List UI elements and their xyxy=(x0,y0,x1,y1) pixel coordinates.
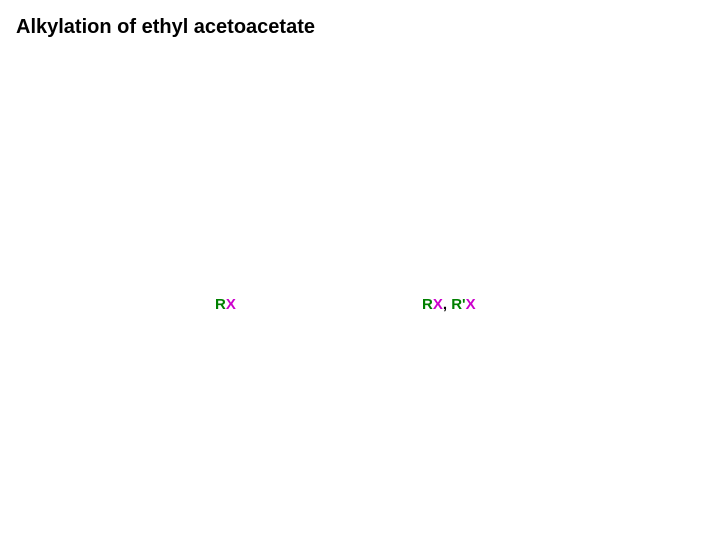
x-label-2a: X xyxy=(433,296,443,313)
rx-label-group-1: RX xyxy=(215,296,236,313)
r-label-2a: R xyxy=(422,296,433,313)
comma-separator: , xyxy=(443,296,451,313)
x-label-2b: X xyxy=(466,296,476,313)
x-label-1: X xyxy=(226,296,236,313)
r-label-1: R xyxy=(215,296,226,313)
slide-title: Alkylation of ethyl acetoacetate xyxy=(16,16,315,39)
rx-label-group-2: RX, R'X xyxy=(422,296,476,313)
r-prime-label: R' xyxy=(451,296,465,313)
